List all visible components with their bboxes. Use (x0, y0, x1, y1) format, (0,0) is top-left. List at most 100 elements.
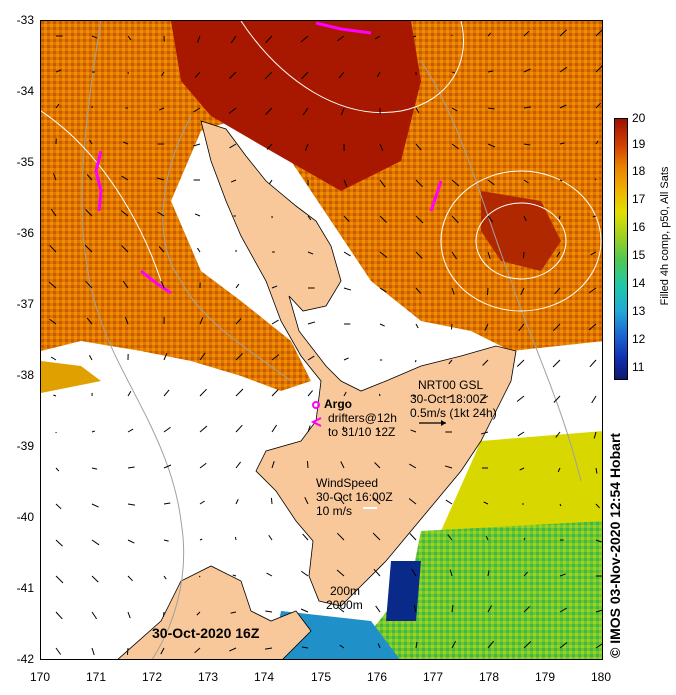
vector-arrow (163, 464, 172, 469)
sst-west-patch (41, 361, 101, 393)
vector-arrow (487, 32, 492, 37)
vector-arrow (339, 644, 345, 649)
vector-arrow (91, 503, 99, 508)
vector-arrow (415, 323, 419, 329)
vector-arrow (268, 179, 273, 185)
lat-label: -33 (16, 13, 34, 27)
vector-arrow (523, 179, 529, 184)
vector-arrow (91, 35, 98, 39)
vector-arrow (486, 287, 489, 296)
vector-arrow (265, 35, 273, 44)
vector-arrow (124, 317, 129, 325)
vector-arrow (487, 605, 493, 613)
vector-arrow (487, 640, 495, 649)
vector-arrow (413, 35, 417, 38)
vector-arrow (158, 246, 165, 253)
vector-arrow (523, 30, 530, 37)
vector-arrow (523, 571, 528, 577)
vector-arrow (271, 319, 279, 325)
sst-map[interactable] (40, 20, 603, 660)
vector-arrow (343, 287, 352, 291)
lat-label: -36 (16, 226, 34, 240)
vector-arrow (301, 646, 309, 649)
vector-arrow (559, 573, 566, 577)
colorbar-label: 15 (632, 248, 646, 262)
temperature-colorbar (614, 118, 628, 380)
vector-arrow (302, 107, 309, 116)
vector-arrow (121, 245, 129, 253)
vector-arrow (414, 359, 417, 363)
lon-label: 173 (197, 670, 219, 684)
vector-arrow (163, 502, 171, 505)
drifter-track-4 (315, 21, 372, 35)
vector-arrow (198, 575, 201, 578)
sst-map-canvas (41, 21, 602, 659)
vector-arrow (89, 139, 93, 145)
vector-arrow (55, 69, 62, 73)
vector-arrow (482, 359, 489, 366)
vector-arrow (271, 354, 280, 361)
vector-arrow (157, 211, 165, 217)
sst-yellow-region (441, 431, 602, 541)
vector-arrow (415, 287, 422, 294)
vector-arrow (595, 503, 600, 509)
vector-arrow (415, 215, 424, 224)
lat-label: -38 (16, 368, 34, 382)
vector-arrow (415, 251, 423, 259)
vector-arrow (487, 570, 490, 577)
vector-arrow (163, 575, 167, 580)
vector-arrow (595, 140, 599, 145)
eddy-contour (440, 170, 602, 312)
vector-arrow (122, 280, 129, 289)
vector-arrow (235, 318, 242, 325)
vector-arrow (451, 287, 455, 295)
vector-arrow (91, 539, 100, 546)
vector-arrow (485, 535, 489, 541)
lat-label: -39 (16, 439, 34, 453)
vector-arrow (451, 640, 457, 649)
vector-arrow (199, 425, 208, 433)
vector-arrow (594, 178, 597, 181)
drifter-marker (310, 417, 322, 427)
vector-arrow (523, 641, 532, 649)
vector-arrow (376, 71, 381, 77)
vector-arrow (487, 107, 495, 110)
current-line3: 0.5m/s (1kt 24h) (410, 406, 497, 420)
imos-credit: © IMOS 03-Nov-2020 12:54 Hobart (607, 432, 623, 658)
vector-arrow (307, 355, 315, 361)
vector-arrow (555, 431, 561, 438)
vector-arrow (523, 606, 530, 613)
vector-arrow (519, 467, 525, 471)
colorbar-label: 17 (632, 192, 646, 206)
vector-arrow (410, 429, 417, 433)
vector-arrow (127, 35, 132, 41)
vector-arrow (379, 143, 384, 152)
vector-arrow (264, 71, 273, 80)
vector-arrow (163, 352, 168, 361)
vector-arrow (127, 539, 135, 544)
lat-label: -35 (16, 155, 34, 169)
vector-arrow (304, 143, 309, 151)
vector-arrow (55, 103, 60, 109)
argo-marker (312, 401, 320, 409)
vector-arrow (122, 141, 129, 145)
vector-arrow (343, 251, 351, 257)
vector-arrow (50, 208, 57, 217)
vector-arrow (523, 215, 527, 221)
vector-arrow (230, 179, 237, 183)
vector-arrow (445, 499, 453, 505)
vector-arrow (451, 179, 460, 187)
drifter-track-2 (140, 269, 172, 295)
vector-arrow (199, 352, 206, 361)
vector-arrow (450, 323, 453, 330)
depth-line1: 200m (330, 584, 361, 598)
wind-line3: 10 m/s (316, 504, 353, 518)
vector-arrow (372, 532, 381, 541)
vector-arrow (559, 179, 563, 182)
vector-arrow (559, 503, 562, 507)
vector-arrow (199, 538, 203, 541)
sst-green-region (371, 521, 602, 659)
vector-arrow (523, 106, 532, 109)
vector-arrow (522, 251, 525, 259)
vector-arrow (301, 570, 309, 577)
